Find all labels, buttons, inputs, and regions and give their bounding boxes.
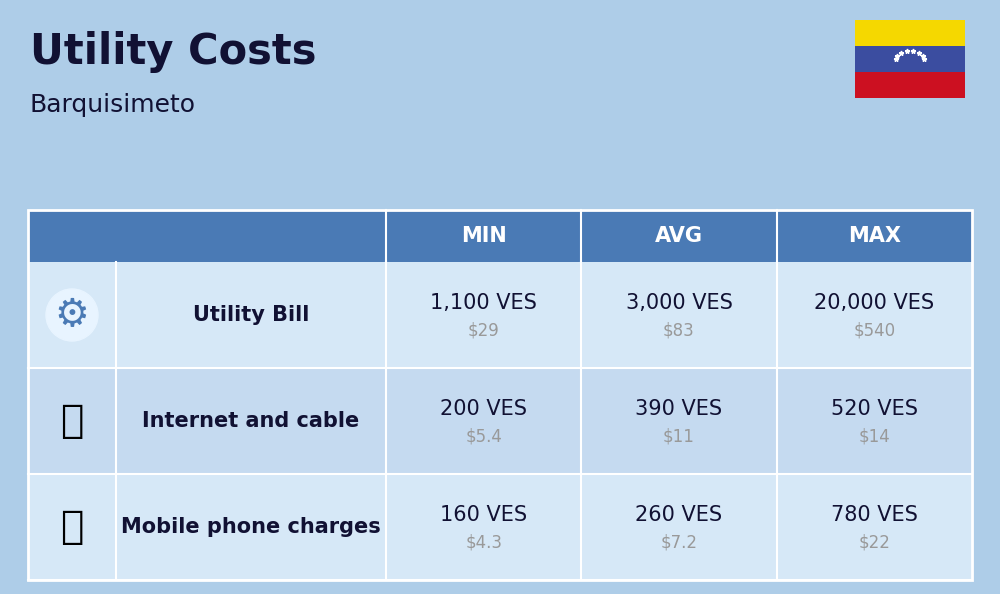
Text: 260 VES: 260 VES [635, 505, 723, 525]
Text: $5.4: $5.4 [465, 428, 502, 446]
Text: $29: $29 [468, 322, 500, 340]
Text: $540: $540 [853, 322, 895, 340]
Text: MIN: MIN [461, 226, 507, 246]
Text: 160 VES: 160 VES [440, 505, 527, 525]
Text: 520 VES: 520 VES [831, 399, 918, 419]
Bar [28, 368, 972, 474]
Text: Internet and cable: Internet and cable [142, 411, 360, 431]
Text: ⚙: ⚙ [55, 296, 89, 334]
Bar [855, 20, 965, 46]
Text: Utility Costs: Utility Costs [30, 31, 316, 73]
Bar [855, 46, 965, 72]
Bar [28, 474, 972, 580]
Bar [46, 395, 98, 447]
Text: 20,000 VES: 20,000 VES [814, 293, 934, 313]
Text: 390 VES: 390 VES [635, 399, 723, 419]
Bar [28, 210, 972, 262]
Circle shape [46, 289, 98, 341]
Text: $14: $14 [858, 428, 890, 446]
Text: $83: $83 [663, 322, 695, 340]
Text: $11: $11 [663, 428, 695, 446]
Text: Mobile phone charges: Mobile phone charges [121, 517, 381, 537]
Text: 780 VES: 780 VES [831, 505, 918, 525]
Bar [46, 501, 98, 553]
Text: 📶: 📶 [60, 402, 84, 440]
Text: 📱: 📱 [60, 508, 84, 546]
Text: Utility Bill: Utility Bill [193, 305, 309, 325]
Text: MAX: MAX [848, 226, 901, 246]
Bar [28, 262, 972, 368]
Text: $4.3: $4.3 [465, 534, 502, 552]
Text: AVG: AVG [655, 226, 703, 246]
Text: $22: $22 [858, 534, 890, 552]
Text: Barquisimeto: Barquisimeto [30, 93, 196, 117]
Text: $7.2: $7.2 [660, 534, 698, 552]
Bar [46, 289, 98, 341]
Text: 3,000 VES: 3,000 VES [626, 293, 732, 313]
Bar [28, 210, 972, 580]
Bar [855, 72, 965, 98]
Text: 200 VES: 200 VES [440, 399, 527, 419]
Text: 1,100 VES: 1,100 VES [430, 293, 537, 313]
